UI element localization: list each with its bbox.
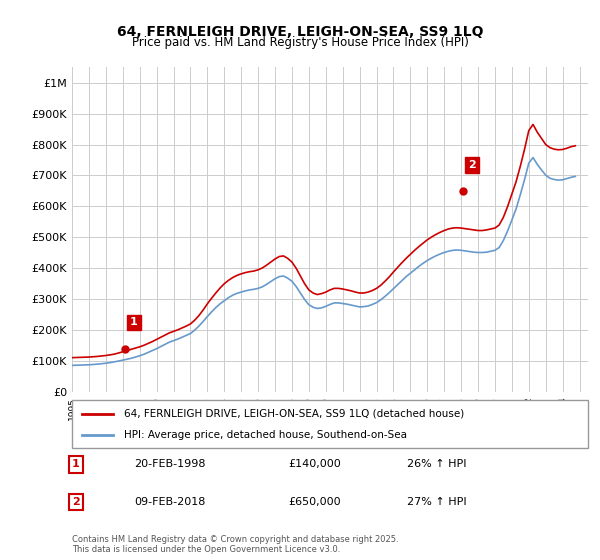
Text: 09-FEB-2018: 09-FEB-2018: [134, 497, 205, 507]
Text: £650,000: £650,000: [289, 497, 341, 507]
Text: 64, FERNLEIGH DRIVE, LEIGH-ON-SEA, SS9 1LQ: 64, FERNLEIGH DRIVE, LEIGH-ON-SEA, SS9 1…: [117, 25, 483, 39]
Text: Price paid vs. HM Land Registry's House Price Index (HPI): Price paid vs. HM Land Registry's House …: [131, 36, 469, 49]
Text: 64, FERNLEIGH DRIVE, LEIGH-ON-SEA, SS9 1LQ (detached house): 64, FERNLEIGH DRIVE, LEIGH-ON-SEA, SS9 1…: [124, 409, 464, 419]
Text: 20-FEB-1998: 20-FEB-1998: [134, 459, 205, 469]
Text: 2: 2: [72, 497, 80, 507]
Text: 1: 1: [130, 318, 138, 328]
Text: 2: 2: [468, 160, 476, 170]
Text: 26% ↑ HPI: 26% ↑ HPI: [407, 459, 467, 469]
Text: £140,000: £140,000: [289, 459, 341, 469]
Text: 27% ↑ HPI: 27% ↑ HPI: [407, 497, 467, 507]
Text: 1: 1: [72, 459, 80, 469]
FancyBboxPatch shape: [72, 400, 588, 448]
Text: Contains HM Land Registry data © Crown copyright and database right 2025.
This d: Contains HM Land Registry data © Crown c…: [72, 535, 398, 554]
Text: HPI: Average price, detached house, Southend-on-Sea: HPI: Average price, detached house, Sout…: [124, 430, 407, 440]
